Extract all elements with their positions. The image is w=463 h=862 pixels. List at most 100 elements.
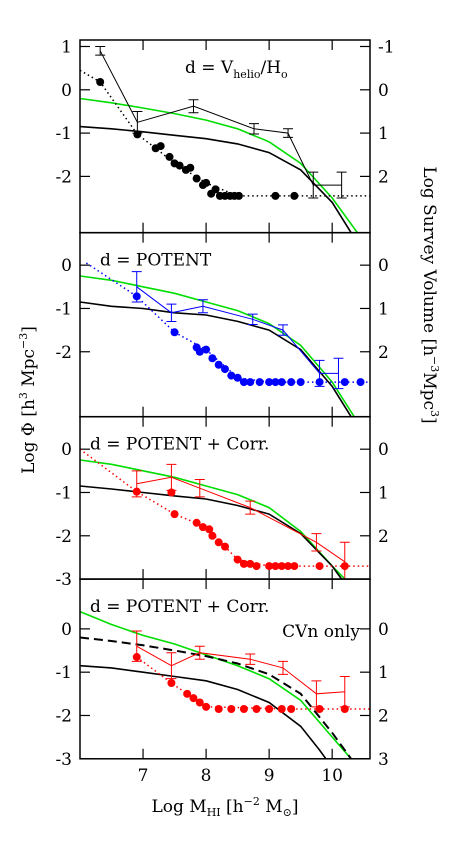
annotation-part: d = POTENT + Corr. <box>90 597 269 617</box>
point <box>192 518 201 527</box>
error-bar <box>194 645 205 660</box>
line <box>80 301 352 417</box>
error-bar <box>197 299 208 314</box>
point <box>214 704 223 713</box>
error-bar <box>278 660 288 675</box>
error-bar <box>249 123 259 135</box>
y-tick-label: 0 <box>61 620 72 640</box>
line <box>80 69 370 197</box>
plot-area <box>80 45 370 233</box>
point <box>356 378 365 387</box>
y2-tick-label: 2 <box>378 706 389 726</box>
point <box>287 704 296 713</box>
y-tick-label: -2 <box>55 706 72 726</box>
point <box>233 555 242 564</box>
annotation: d = Vhelio/Ho <box>185 58 288 81</box>
point <box>214 360 223 369</box>
annotation-part: /H <box>260 58 281 78</box>
point <box>208 354 217 363</box>
annotation-part: d = POTENT + Corr. <box>90 435 269 455</box>
label-part: 3 <box>17 392 30 399</box>
label-part: [h <box>221 797 244 817</box>
error-bar <box>308 171 319 199</box>
line <box>136 656 370 710</box>
point <box>156 142 165 151</box>
error-bar <box>278 324 288 336</box>
error-bar <box>166 303 177 322</box>
point <box>208 531 217 540</box>
point <box>315 378 324 387</box>
point <box>239 704 248 713</box>
point <box>132 292 141 301</box>
panel: -2 -1 0 0 1 2 d = POTENT <box>55 231 389 418</box>
annotation: d = POTENT + Corr. <box>90 597 269 617</box>
line <box>136 645 345 695</box>
point <box>205 525 214 534</box>
x-tick-label: 7 <box>138 766 149 786</box>
line <box>80 636 352 759</box>
annotation-part: o <box>281 68 288 81</box>
x-axis-label: Log MHI [h−2 M⊙] <box>151 795 298 819</box>
error-bar <box>339 541 350 580</box>
error-bar <box>333 357 344 390</box>
error-bar <box>166 652 177 680</box>
point <box>239 559 248 568</box>
point <box>186 163 195 172</box>
y2-tick-label: 2 <box>378 343 389 363</box>
point <box>227 704 236 713</box>
point <box>202 702 211 711</box>
label-part: ⊙ <box>283 806 292 819</box>
annotation: d = POTENT <box>100 251 212 271</box>
point <box>340 378 349 387</box>
error-bar <box>283 128 294 138</box>
label-part: Log Φ [h <box>19 399 39 474</box>
line <box>136 476 346 563</box>
plot-area <box>80 448 370 580</box>
point <box>167 679 176 688</box>
point <box>165 152 174 161</box>
point <box>315 704 324 713</box>
label-part: HI <box>207 806 221 819</box>
y-tick-label: -2 <box>55 527 72 547</box>
point <box>255 378 264 387</box>
error-bar <box>311 533 322 552</box>
point <box>211 185 220 194</box>
line <box>136 286 339 374</box>
y-axis-label: Log Φ [h3 Mpc−3] <box>17 326 39 474</box>
line <box>80 664 327 759</box>
point <box>132 653 141 662</box>
point <box>221 365 229 374</box>
point <box>271 562 280 571</box>
label-part: ] <box>19 326 39 333</box>
plot-area <box>80 262 370 417</box>
point <box>296 378 305 387</box>
point <box>271 378 280 387</box>
x-tick-label: 10 <box>321 766 343 786</box>
y2-tick-label: 1 <box>378 483 389 503</box>
plot-area <box>80 610 370 759</box>
label-part: ] <box>292 797 299 817</box>
point <box>167 488 176 497</box>
point <box>265 704 274 713</box>
point <box>246 559 255 568</box>
y-tick-label: 0 <box>61 256 72 276</box>
point <box>252 704 261 713</box>
point <box>340 704 349 713</box>
panel: -3 -2 -1 0 0 1 2 d = POTENT + Corr. <box>55 415 389 590</box>
point <box>189 694 198 703</box>
annotation-part: d = POTENT <box>100 251 212 271</box>
error-bar <box>336 171 347 199</box>
error-bar <box>245 500 256 515</box>
label-part: Mpc <box>419 372 439 410</box>
point <box>233 373 242 382</box>
y2-tick-label: 0 <box>378 256 389 276</box>
point <box>239 378 248 387</box>
point <box>271 191 280 200</box>
point <box>195 347 204 356</box>
y2-tick-label: 1 <box>378 663 389 683</box>
point <box>183 689 192 698</box>
point <box>198 523 207 532</box>
point <box>202 345 211 354</box>
y-tick-label: -1 <box>55 483 72 503</box>
